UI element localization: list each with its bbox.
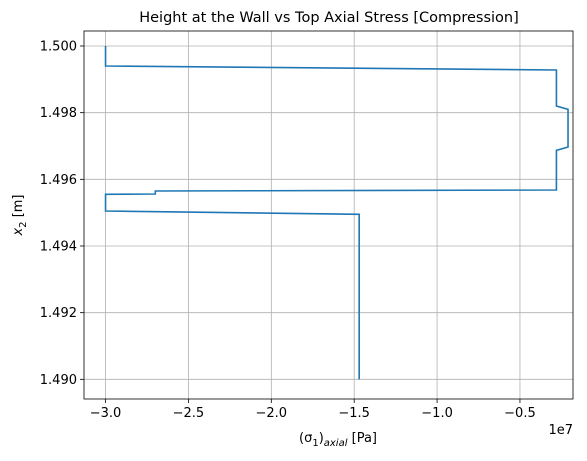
grid <box>84 31 573 399</box>
x-tick-label: −2.5 <box>173 406 205 421</box>
x-tick-label: −0.5 <box>504 406 536 421</box>
y-tick-label: 1.500 <box>40 40 77 55</box>
y-tick-label: 1.492 <box>40 306 77 321</box>
x-tick-label: −1.0 <box>421 406 453 421</box>
axes-frame <box>84 31 573 399</box>
y-tick-label: 1.494 <box>40 240 77 255</box>
y-tick-label: 1.498 <box>40 106 77 121</box>
plot-area <box>106 46 568 379</box>
x-tick-label: −3.0 <box>90 406 122 421</box>
y-tick-label: 1.496 <box>40 173 77 188</box>
axis-ticks: −3.0 −2.5 −2.0 −1.5 −1.0 −0.5 1.490 1.492 1.494 1… <box>40 40 536 422</box>
series-line <box>106 46 568 379</box>
chart-title: Height at the Wall vs Top Axial Stress [… <box>139 10 519 26</box>
y-tick-label: 1.490 <box>40 373 77 388</box>
x-tick-label: −2.0 <box>256 406 288 421</box>
x-axis-label: (σ1)axial [Pa] <box>299 431 377 449</box>
x-axis-offset-label: 1e7 <box>548 423 573 438</box>
x-tick-label: −1.5 <box>338 406 370 421</box>
y-axis-label: x2 [m] <box>11 194 29 236</box>
